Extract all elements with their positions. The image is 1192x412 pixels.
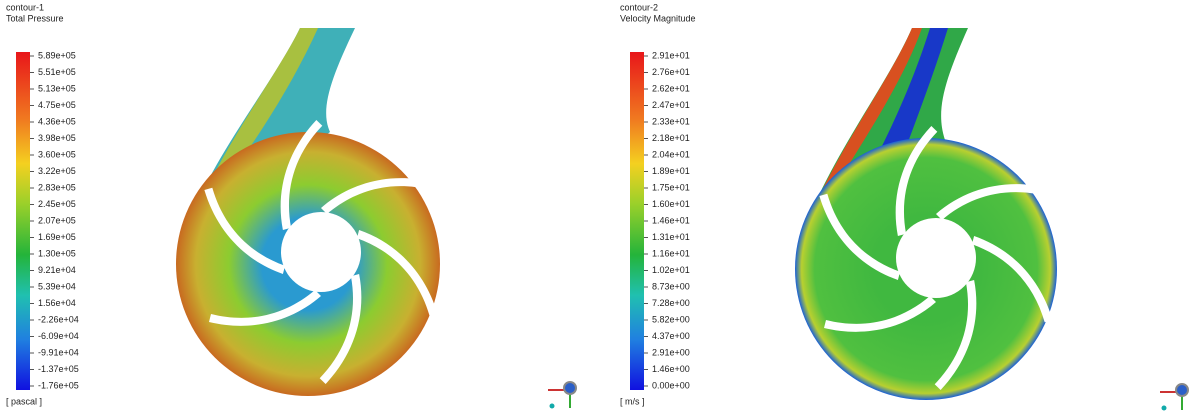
colorbar-label: 4.37e+00	[652, 331, 690, 341]
colorbar-unit: [ m/s ]	[620, 396, 645, 406]
colorbar-label: 1.56e+04	[38, 298, 76, 308]
colorbar-label: -9.91e+04	[38, 347, 79, 357]
colorbar-unit: [ pascal ]	[6, 396, 42, 406]
colorbar-label: 1.16e+01	[652, 248, 690, 258]
panel-subtitle: Total Pressure	[6, 13, 64, 23]
colorbar-label: 2.91e+00	[652, 347, 690, 357]
contour-viewer: contour-1Total Pressure 5.89e+05 5.51e+05 5…	[0, 0, 1192, 412]
colorbar-label: 2.91e+01	[652, 50, 690, 60]
colorbar-label: 1.46e+01	[652, 215, 690, 225]
colorbar-label: 5.13e+05	[38, 83, 76, 93]
colorbar-label: 1.30e+05	[38, 248, 76, 258]
colorbar-label: 2.18e+01	[652, 133, 690, 143]
colorbar-label: 2.76e+01	[652, 67, 690, 77]
colorbar-label: 4.36e+05	[38, 116, 76, 126]
axis-triad	[1160, 384, 1188, 411]
colorbar-label: -6.09e+04	[38, 331, 79, 341]
colorbar-label: 0.00e+00	[652, 380, 690, 390]
colorbar-label: 1.31e+01	[652, 232, 690, 242]
colorbar-label: 3.98e+05	[38, 133, 76, 143]
colorbar-label: 2.83e+05	[38, 182, 76, 192]
colorbar-label: 5.51e+05	[38, 67, 76, 77]
colorbar-label: 4.75e+05	[38, 100, 76, 110]
colorbar-label: 1.75e+01	[652, 182, 690, 192]
colorbar-label: 2.07e+05	[38, 215, 76, 225]
colorbar-label: 2.62e+01	[652, 83, 690, 93]
colorbar-label: 1.60e+01	[652, 199, 690, 209]
pressure-contour	[176, 28, 441, 396]
colorbar	[16, 52, 30, 390]
colorbar-label: 2.47e+01	[652, 100, 690, 110]
velocity-contour	[795, 28, 1057, 400]
colorbar-label: 1.69e+05	[38, 232, 76, 242]
colorbar-label: 2.45e+05	[38, 199, 76, 209]
panel-title: contour-1	[6, 2, 44, 12]
colorbar-label: -1.37e+05	[38, 364, 79, 374]
colorbar	[630, 52, 644, 390]
panel-subtitle: Velocity Magnitude	[620, 13, 696, 23]
panel-title: contour-2	[620, 2, 658, 12]
colorbar-label: 9.21e+04	[38, 265, 76, 275]
colorbar-label: 7.28e+00	[652, 298, 690, 308]
colorbar-label: -1.76e+05	[38, 380, 79, 390]
axis-triad	[548, 382, 576, 409]
colorbar-label: 1.89e+01	[652, 166, 690, 176]
colorbar-label: 5.89e+05	[38, 50, 76, 60]
colorbar-label: 2.04e+01	[652, 149, 690, 159]
colorbar-label: -2.26e+04	[38, 314, 79, 324]
colorbar-label: 3.22e+05	[38, 166, 76, 176]
colorbar-label: 1.02e+01	[652, 265, 690, 275]
colorbar-label: 5.82e+00	[652, 314, 690, 324]
colorbar-label: 2.33e+01	[652, 116, 690, 126]
colorbar-label: 1.46e+00	[652, 364, 690, 374]
colorbar-label: 8.73e+00	[652, 281, 690, 291]
colorbar-label: 5.39e+04	[38, 281, 76, 291]
colorbar-label: 3.60e+05	[38, 149, 76, 159]
